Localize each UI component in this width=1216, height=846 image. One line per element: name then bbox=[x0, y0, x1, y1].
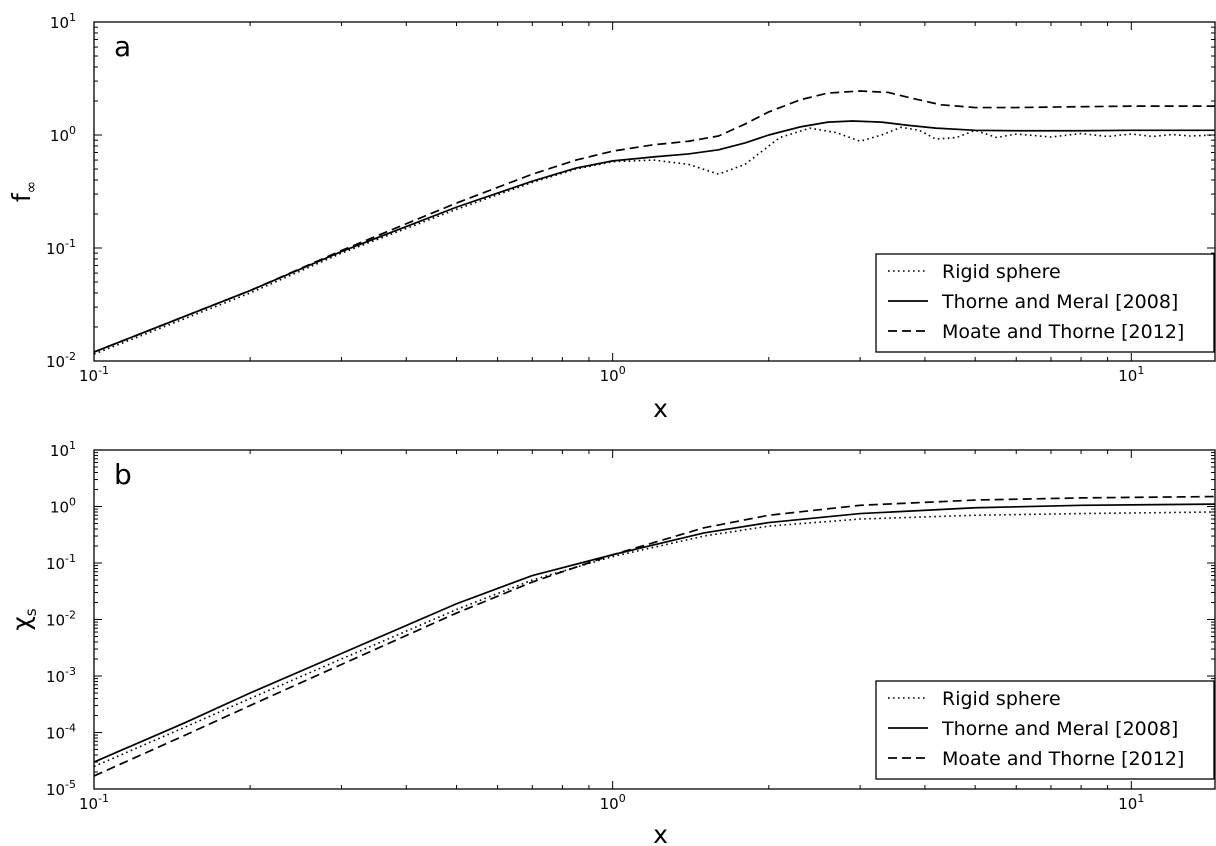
series-line-dotted bbox=[94, 511, 1215, 768]
y-tick-label: 10-1 bbox=[46, 552, 76, 573]
series-line-solid bbox=[94, 120, 1215, 353]
y-tick-label: 101 bbox=[50, 439, 76, 460]
y-tick-label: 10-2 bbox=[46, 609, 76, 630]
x-tick-label: 101 bbox=[1118, 364, 1144, 385]
plot-frame bbox=[93, 449, 1216, 790]
panel-label: b bbox=[114, 458, 132, 491]
series-line-dashed bbox=[94, 495, 1215, 777]
y-tick-label: 100 bbox=[50, 496, 76, 517]
x-tick-label: 100 bbox=[600, 792, 626, 813]
legend-entry: Thorne and Meral [2008] bbox=[941, 291, 1178, 313]
x-tick-label: 10-1 bbox=[79, 364, 109, 385]
y-tick-label: 10-4 bbox=[46, 722, 76, 743]
legend-box bbox=[875, 680, 1215, 780]
legend-box bbox=[875, 253, 1215, 353]
x-axis-title: x bbox=[653, 820, 668, 846]
legend-entry: Moate and Thorne [2012] bbox=[942, 321, 1184, 343]
x-axis-title: x bbox=[653, 394, 668, 423]
y-tick-label: 100 bbox=[50, 124, 76, 145]
y-axis-title: f∞ bbox=[7, 181, 40, 202]
legend-entry: Rigid sphere bbox=[942, 261, 1061, 283]
legend-entry: Rigid sphere bbox=[942, 688, 1061, 710]
y-tick-label: 10-3 bbox=[46, 665, 76, 686]
legend-entry: Moate and Thorne [2012] bbox=[942, 748, 1184, 770]
plot-frame bbox=[93, 21, 1216, 362]
chart-panel-b: 10-1 100 101 10-5 10-4 10-3 10-2 10-1 100 101 b x χs… bbox=[7, 439, 1216, 846]
y-tick-label: 10-2 bbox=[46, 350, 76, 371]
panel-label: a bbox=[114, 30, 131, 63]
series-line-dashed bbox=[94, 90, 1215, 353]
legend-entry: Thorne and Meral [2008] bbox=[941, 718, 1178, 740]
y-tick-label: 10-5 bbox=[46, 778, 76, 799]
y-tick-label: 101 bbox=[50, 11, 76, 32]
x-tick-label: 101 bbox=[1118, 792, 1144, 813]
y-tick-label: 10-1 bbox=[46, 237, 76, 258]
x-tick-label: 10-1 bbox=[79, 792, 109, 813]
legend: Rigid sphere Thorne and Meral [2008] Moate… bbox=[875, 680, 1215, 780]
x-tick-label: 100 bbox=[600, 364, 626, 385]
y-axis-title: χs bbox=[7, 608, 40, 630]
legend: Rigid sphere Thorne and Meral [2008] Moate… bbox=[875, 253, 1215, 353]
